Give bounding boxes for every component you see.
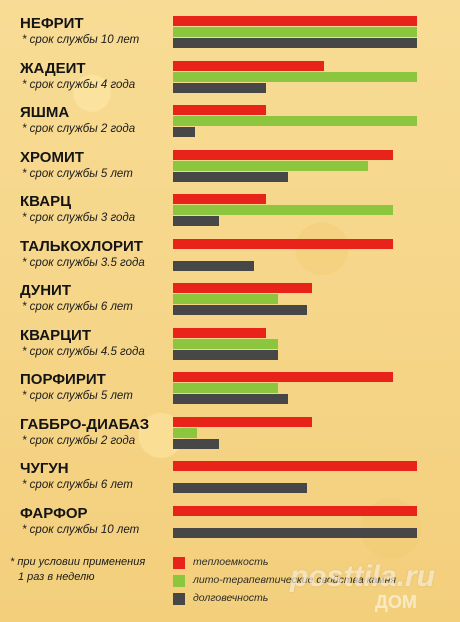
bar-heat — [173, 60, 324, 71]
bar-durability — [173, 38, 417, 48]
service-life-label: * срок службы 6 лет — [22, 479, 133, 491]
bar-durability — [173, 260, 254, 271]
legend-swatch-durability — [173, 593, 185, 605]
bar-therapy — [173, 160, 368, 171]
chart-row: ДУНИТ * срок службы 6 лет — [0, 281, 460, 325]
bar-therapy — [173, 27, 417, 37]
bar-heat — [173, 327, 266, 338]
service-life-label: * срок службы 3 года — [22, 212, 136, 224]
bar-therapy — [173, 71, 417, 82]
service-life-label: * срок службы 6 лет — [22, 301, 133, 313]
bar-chart: НЕФРИТ * срок службы 10 лет ЖАДЕИТ * срок с… — [0, 14, 460, 548]
service-life-label: * срок службы 4.5 года — [22, 345, 145, 358]
category-label: КВАРЦИТ — [20, 326, 91, 344]
category-label: ХРОМИТ — [20, 148, 84, 166]
bar-heat — [173, 149, 393, 160]
bar-durability — [173, 127, 195, 137]
legend-swatch-heat — [173, 557, 185, 569]
chart-row: ЧУГУН * срок службы 6 лет — [0, 459, 460, 503]
category-label: ЯШМА — [20, 104, 70, 121]
bar-heat — [173, 505, 417, 516]
chart-row: ЖАДЕИТ * срок службы 4 года — [0, 59, 460, 103]
chart-row: КВАРЦ * срок службы 3 года — [0, 192, 460, 236]
bar-therapy — [173, 338, 278, 349]
category-label: КВАРЦ — [20, 193, 72, 210]
bar-heat — [173, 461, 417, 471]
bar-heat — [173, 194, 266, 204]
bar-therapy — [173, 205, 393, 215]
bar-durability — [173, 171, 288, 182]
service-life-label: * срок службы 4 года — [22, 78, 136, 91]
chart-row: НЕФРИТ * срок службы 10 лет — [0, 14, 460, 58]
chart-row: КВАРЦИТ * срок службы 4.5 года — [0, 326, 460, 370]
legend-label-heat: теплоемкость — [193, 556, 269, 568]
bar-heat — [173, 372, 393, 382]
legend: * при условии применения 1 раз в неделю … — [0, 550, 460, 622]
chart-row: ГАББРО-ДИАБАЗ * срок службы 2 года — [0, 415, 460, 459]
category-label: ПОРФИРИТ — [20, 371, 106, 388]
bar-therapy — [173, 116, 417, 126]
chart-row: ТАЛЬКОХЛОРИТ * срок службы 3.5 года — [0, 237, 460, 281]
watermark-sub: ДОМ — [375, 592, 417, 612]
category-label: ФАРФОР — [20, 504, 88, 522]
chart-row: ПОРФИРИТ * срок службы 5 лет — [0, 370, 460, 414]
bar-therapy — [173, 427, 197, 438]
category-label: ЧУГУН — [20, 460, 69, 477]
service-life-label: * срок службы 5 лет — [22, 390, 133, 402]
footnote-line2: 1 раз в неделю — [18, 571, 95, 583]
watermark-text: posttila.ru — [290, 560, 436, 593]
service-life-label: * срок службы 2 года — [22, 123, 136, 135]
bar-therapy — [173, 294, 278, 304]
bar-durability — [173, 527, 417, 538]
service-life-label: * срок службы 5 лет — [22, 167, 133, 180]
service-life-label: * срок службы 10 лет — [22, 523, 140, 536]
service-life-label: * срок службы 2 года — [22, 434, 136, 447]
footnote-line1: * при условии применения — [10, 556, 146, 568]
bar-durability — [173, 438, 219, 449]
bar-therapy — [173, 383, 278, 393]
bar-durability — [173, 82, 266, 93]
bar-heat — [173, 238, 393, 249]
bar-durability — [173, 483, 307, 493]
category-label: ГАББРО-ДИАБАЗ — [20, 415, 150, 433]
bar-durability — [173, 305, 307, 315]
chart-row: ФАРФОР * срок службы 10 лет — [0, 504, 460, 548]
legend-swatch-therapy — [173, 575, 185, 587]
legend-label-durability: долговечность — [193, 592, 269, 604]
service-life-label: * срок службы 3.5 года — [22, 256, 145, 269]
category-label: ЖАДЕИТ — [20, 59, 86, 77]
bar-heat — [173, 416, 312, 427]
legend-label-therapy: лито-терапевтические свойства камня — [193, 574, 396, 586]
bar-heat — [173, 16, 417, 26]
chart-row: ЯШМА * срок службы 2 года — [0, 103, 460, 147]
chart-row: ХРОМИТ * срок службы 5 лет — [0, 148, 460, 192]
category-label: НЕФРИТ — [20, 15, 84, 32]
bar-durability — [173, 216, 219, 226]
bar-durability — [173, 394, 288, 404]
bar-durability — [173, 349, 278, 360]
watermark-logo: posttila.ru ДОМ — [290, 552, 456, 616]
category-label: ДУНИТ — [20, 282, 71, 299]
bar-heat — [173, 283, 312, 293]
bar-heat — [173, 105, 266, 115]
service-life-label: * срок службы 10 лет — [22, 34, 140, 46]
category-label: ТАЛЬКОХЛОРИТ — [20, 237, 143, 255]
